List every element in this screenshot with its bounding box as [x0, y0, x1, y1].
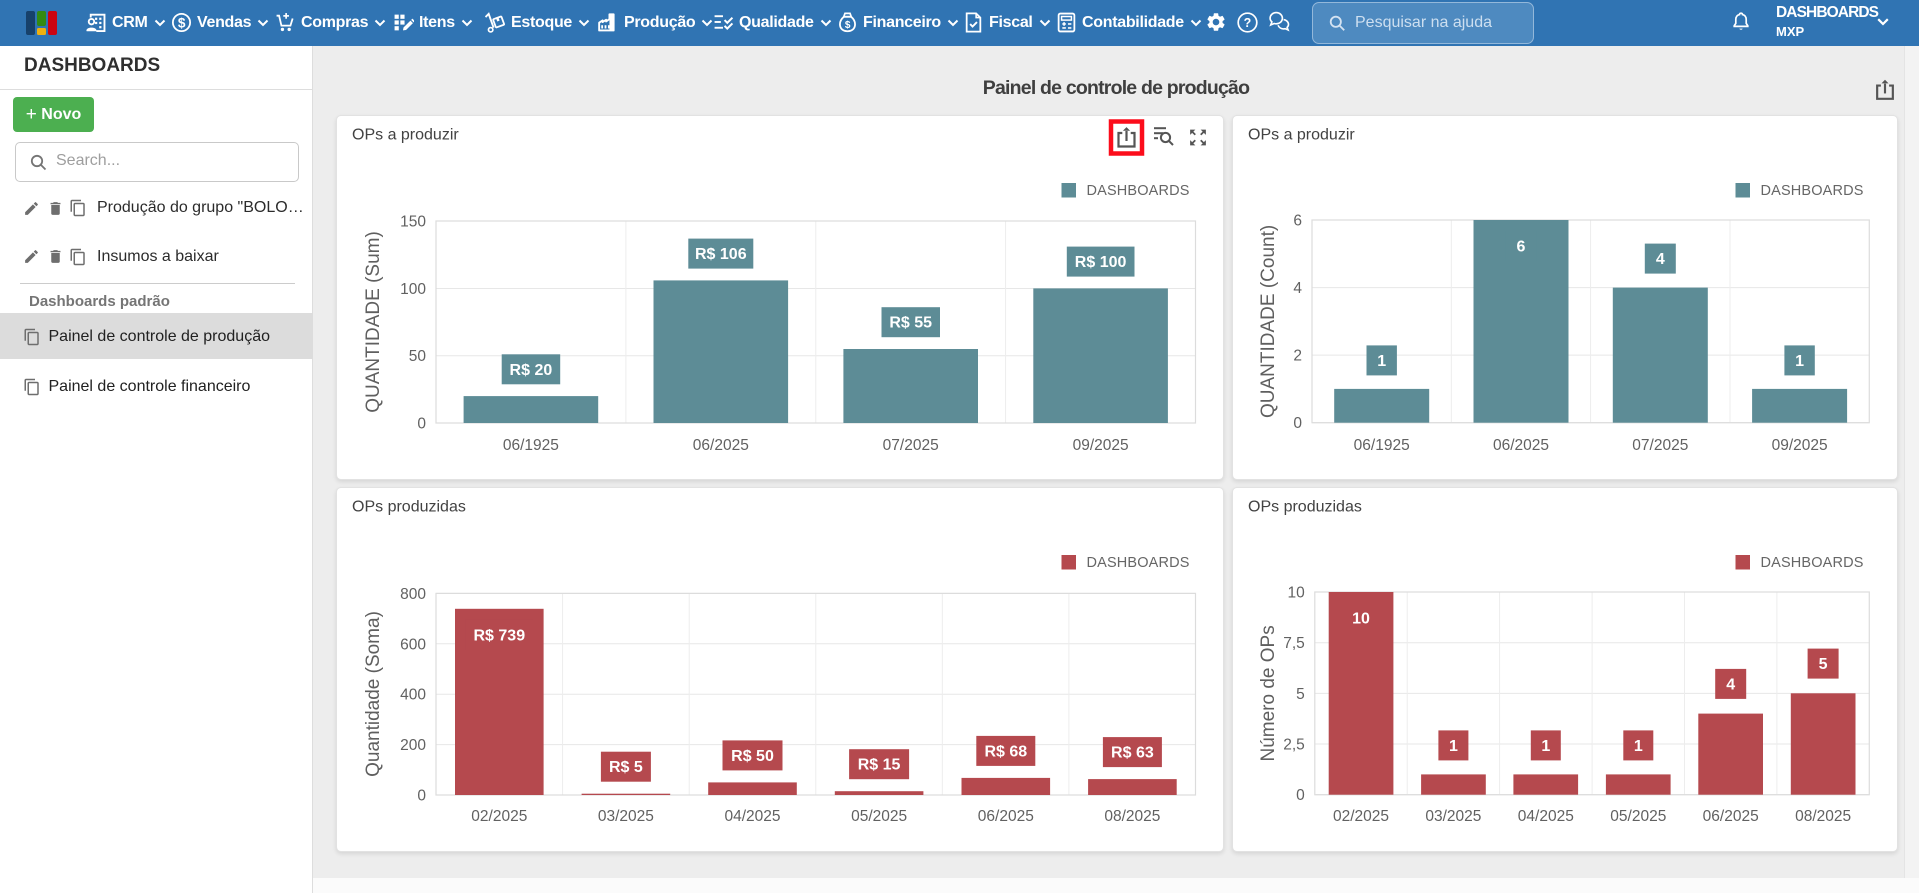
svg-text:09/2025: 09/2025: [1772, 437, 1828, 454]
svg-text:10: 10: [1352, 611, 1370, 628]
svg-text:2,5: 2,5: [1283, 737, 1305, 754]
svg-text:1: 1: [1634, 738, 1643, 755]
svg-text:R$ 106: R$ 106: [695, 246, 747, 263]
svg-text:0: 0: [417, 788, 426, 805]
svg-text:R$ 68: R$ 68: [984, 743, 1027, 760]
svg-text:04/2025: 04/2025: [724, 808, 780, 825]
svg-text:400: 400: [400, 687, 426, 704]
svg-text:06/2025: 06/2025: [693, 437, 749, 454]
svg-text:1: 1: [1449, 738, 1458, 755]
svg-text:5: 5: [1819, 656, 1828, 673]
svg-text:05/2025: 05/2025: [1610, 808, 1666, 825]
svg-text:OPs produzidas: OPs produzidas: [352, 499, 466, 516]
svg-text:Número de OPs: Número de OPs: [1258, 625, 1279, 761]
svg-text:QUANTIDADE (Sum): QUANTIDADE (Sum): [363, 231, 384, 413]
svg-text:7,5: 7,5: [1283, 635, 1305, 652]
svg-text:4: 4: [1293, 280, 1302, 297]
svg-text:06/2025: 06/2025: [978, 808, 1034, 825]
svg-text:200: 200: [400, 737, 426, 754]
svg-text:?: ?: [1244, 16, 1252, 30]
svg-text:04/2025: 04/2025: [1518, 808, 1574, 825]
svg-text:0: 0: [1296, 787, 1305, 804]
svg-text:OPs a produzir: OPs a produzir: [352, 127, 459, 144]
svg-text:800: 800: [400, 586, 426, 603]
svg-text:600: 600: [400, 636, 426, 653]
svg-text:R$ 100: R$ 100: [1075, 254, 1127, 271]
svg-text:07/2025: 07/2025: [883, 437, 939, 454]
svg-text:4: 4: [1726, 676, 1735, 693]
svg-text:10: 10: [1288, 585, 1306, 602]
svg-text:R$ 20: R$ 20: [510, 362, 553, 379]
svg-text:03/2025: 03/2025: [1425, 808, 1481, 825]
svg-text:1: 1: [1377, 353, 1386, 370]
svg-text:R$ 739: R$ 739: [474, 627, 526, 644]
svg-text:02/2025: 02/2025: [471, 808, 527, 825]
svg-text:1: 1: [1795, 353, 1804, 370]
svg-text:DASHBOARDS: DASHBOARDS: [1761, 183, 1864, 199]
svg-text:$: $: [178, 15, 186, 30]
svg-text:4: 4: [1656, 251, 1665, 268]
svg-text:50: 50: [409, 348, 427, 365]
svg-text:09/2025: 09/2025: [1073, 437, 1129, 454]
svg-text:05/2025: 05/2025: [851, 808, 907, 825]
svg-text:100: 100: [400, 281, 426, 298]
svg-text:02/2025: 02/2025: [1333, 808, 1389, 825]
svg-text:R$ 5: R$ 5: [609, 759, 643, 776]
svg-text:OPs a produzir: OPs a produzir: [1248, 127, 1355, 144]
svg-text:2: 2: [1293, 348, 1302, 365]
svg-text:R$ 63: R$ 63: [1111, 745, 1154, 762]
svg-text:08/2025: 08/2025: [1795, 808, 1851, 825]
svg-text:6: 6: [1517, 239, 1526, 256]
svg-text:1: 1: [1541, 738, 1550, 755]
svg-text:150: 150: [400, 214, 426, 231]
svg-text:0: 0: [417, 416, 426, 433]
svg-text:06/2025: 06/2025: [1703, 808, 1759, 825]
svg-text:07/2025: 07/2025: [1632, 437, 1688, 454]
svg-text:DASHBOARDS: DASHBOARDS: [1087, 555, 1190, 571]
svg-text:OPs produzidas: OPs produzidas: [1248, 499, 1362, 516]
svg-text:06/1925: 06/1925: [503, 437, 559, 454]
svg-text:06/2025: 06/2025: [1493, 437, 1549, 454]
svg-text:6: 6: [1293, 213, 1302, 230]
svg-text:DASHBOARDS: DASHBOARDS: [1087, 183, 1190, 199]
svg-text:R$ 55: R$ 55: [889, 315, 932, 332]
svg-text:R$ 15: R$ 15: [858, 757, 901, 774]
svg-text:R$ 50: R$ 50: [731, 748, 774, 765]
svg-text:06/1925: 06/1925: [1354, 437, 1410, 454]
svg-text:08/2025: 08/2025: [1104, 808, 1160, 825]
svg-text:03/2025: 03/2025: [598, 808, 654, 825]
svg-text:$: $: [845, 20, 851, 31]
svg-text:0: 0: [1293, 415, 1302, 432]
svg-text:Quantidade (Soma): Quantidade (Soma): [363, 611, 384, 777]
svg-text:DASHBOARDS: DASHBOARDS: [1761, 555, 1864, 571]
svg-text:5: 5: [1296, 686, 1305, 703]
svg-text:QUANTIDADE (Count): QUANTIDADE (Count): [1258, 225, 1279, 418]
